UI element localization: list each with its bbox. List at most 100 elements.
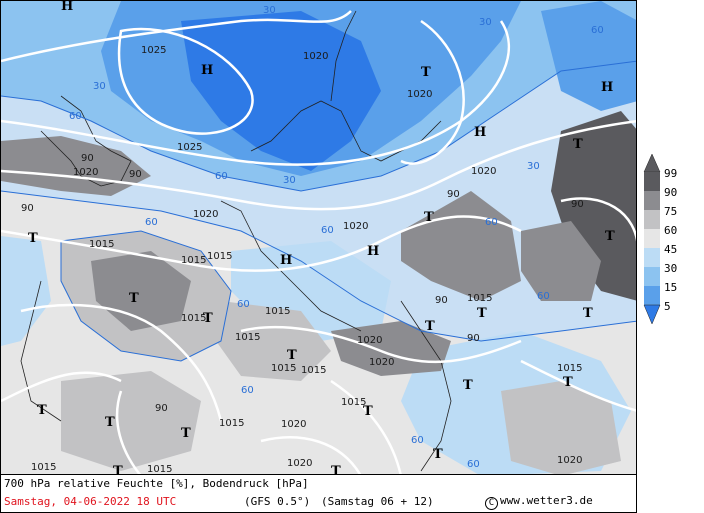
low-pressure-marker: T xyxy=(463,378,473,393)
humidity-label: 90 xyxy=(21,203,34,214)
humidity-label: 90 xyxy=(155,403,168,414)
legend-label: 15 xyxy=(664,281,678,294)
legend-label: 5 xyxy=(664,300,671,313)
humidity-label: 30 xyxy=(527,161,540,172)
high-pressure-marker: H xyxy=(367,244,379,259)
humidity-area-99-east xyxy=(551,111,636,301)
legend-arrow-bottom xyxy=(643,304,661,325)
low-pressure-marker: T xyxy=(363,404,373,419)
legend-swatch xyxy=(644,267,660,286)
humidity-area-5 xyxy=(181,11,381,171)
pressure-label: 1020 xyxy=(357,335,382,346)
low-pressure-marker: T xyxy=(424,210,434,225)
pressure-label: 1020 xyxy=(557,455,582,466)
model-run: (Samstag 06 + 12) xyxy=(321,495,434,508)
humidity-label: 60 xyxy=(321,225,334,236)
copyright-icon: C xyxy=(485,497,498,510)
low-pressure-marker: T xyxy=(203,311,213,326)
humidity-label: 90 xyxy=(435,295,448,306)
humidity-labels: 30 30 30 30 30 60 60 60 60 60 60 60 90 9… xyxy=(21,5,604,470)
humidity-label: 60 xyxy=(591,25,604,36)
low-pressure-marker: T xyxy=(287,348,297,363)
humidity-label: 30 xyxy=(283,175,296,186)
pressure-label: 1015 xyxy=(271,363,296,374)
legend-label: 99 xyxy=(664,167,678,180)
high-pressure-marker: H xyxy=(201,63,213,78)
legend-swatch xyxy=(644,210,660,229)
legend-swatch xyxy=(644,248,660,267)
legend-swatch xyxy=(644,172,660,191)
pressure-label: 1020 xyxy=(343,221,368,232)
low-pressure-marker: T xyxy=(113,464,123,475)
pressure-label: 1020 xyxy=(303,51,328,62)
pressure-label: 1015 xyxy=(89,239,114,250)
humidity-label: 90 xyxy=(129,169,142,180)
pressure-label: 1020 xyxy=(193,209,218,220)
humidity-label: 30 xyxy=(263,5,276,16)
low-pressure-marker: T xyxy=(433,447,443,462)
humidity-label: 90 xyxy=(467,333,480,344)
humidity-area-75-se xyxy=(501,381,621,474)
pressure-label: 1020 xyxy=(281,419,306,430)
pressure-label: 1015 xyxy=(31,462,56,473)
pressure-label: 1020 xyxy=(471,166,496,177)
humidity-label: 60 xyxy=(69,111,82,122)
high-pressure-marker: H xyxy=(601,80,613,95)
pressure-label: 1015 xyxy=(219,418,244,429)
pressure-label: 1020 xyxy=(287,458,312,469)
high-pressure-marker: H xyxy=(61,1,73,14)
low-pressure-marker: T xyxy=(181,426,191,441)
legend-scale xyxy=(643,153,661,325)
humidity-contours xyxy=(1,60,636,362)
legend-label: 75 xyxy=(664,205,678,218)
legend-label: 30 xyxy=(664,262,678,275)
credit-link[interactable]: www.wetter3.de xyxy=(500,494,593,507)
pressure-label: 1015 xyxy=(147,464,172,475)
high-pressure-marker: H xyxy=(474,125,486,140)
humidity-label: 60 xyxy=(411,435,424,446)
humidity-area-90-poland xyxy=(401,191,521,301)
low-pressure-marker: T xyxy=(425,319,435,334)
low-pressure-marker: T xyxy=(583,306,593,321)
map-footer: 700 hPa relative Feuchte [%], Bodendruck… xyxy=(0,475,637,513)
pressure-label: 1015 xyxy=(207,251,232,262)
pressure-label: 1020 xyxy=(73,167,98,178)
humidity-label: 90 xyxy=(81,153,94,164)
low-pressure-marker: T xyxy=(331,464,341,475)
humidity-label: 60 xyxy=(537,291,550,302)
humidity-area-75-sw xyxy=(61,371,201,471)
humidity-label: 60 xyxy=(241,385,254,396)
pressure-label: 1020 xyxy=(407,89,432,100)
map-title: 700 hPa relative Feuchte [%], Bodendruck… xyxy=(4,477,309,490)
isobars xyxy=(1,10,636,474)
pressure-label: 1015 xyxy=(181,255,206,266)
humidity-label: 30 xyxy=(93,81,106,92)
pressure-label: 1025 xyxy=(141,45,166,56)
humidity-label: 60 xyxy=(215,171,228,182)
low-pressure-marker: T xyxy=(563,375,573,390)
pressure-labels: 1025 1020 1025 1020 1020 1020 1020 1015 … xyxy=(31,45,582,475)
pressure-label: 1015 xyxy=(467,293,492,304)
weather-map: 1025 1020 1025 1020 1020 1020 1020 1015 … xyxy=(0,0,637,475)
humidity-area-90-east xyxy=(521,221,601,301)
humidity-label: 60 xyxy=(467,459,480,470)
legend-swatch xyxy=(644,286,660,305)
pressure-centers: H H H H H H T T T T T T T T T T T T T T … xyxy=(28,1,615,475)
pressure-label: 1020 xyxy=(369,357,394,368)
low-pressure-marker: T xyxy=(421,65,431,80)
legend-swatch xyxy=(644,229,660,248)
pressure-label: 1015 xyxy=(341,397,366,408)
humidity-label: 30 xyxy=(479,17,492,28)
humidity-label: 60 xyxy=(237,299,250,310)
legend-arrow-top xyxy=(643,153,661,173)
humidity-label: 90 xyxy=(571,199,584,210)
humidity-area-75-center xyxy=(216,301,331,381)
pressure-label: 1015 xyxy=(181,313,206,324)
pressure-label: 1015 xyxy=(557,363,582,374)
valid-date: Samstag, 04-06-2022 18 UTC xyxy=(4,495,177,508)
humidity-area-45-w xyxy=(1,236,51,346)
low-pressure-marker: T xyxy=(105,415,115,430)
legend-label: 45 xyxy=(664,243,678,256)
color-legend: 99 90 75 60 45 30 15 5 xyxy=(642,152,702,330)
